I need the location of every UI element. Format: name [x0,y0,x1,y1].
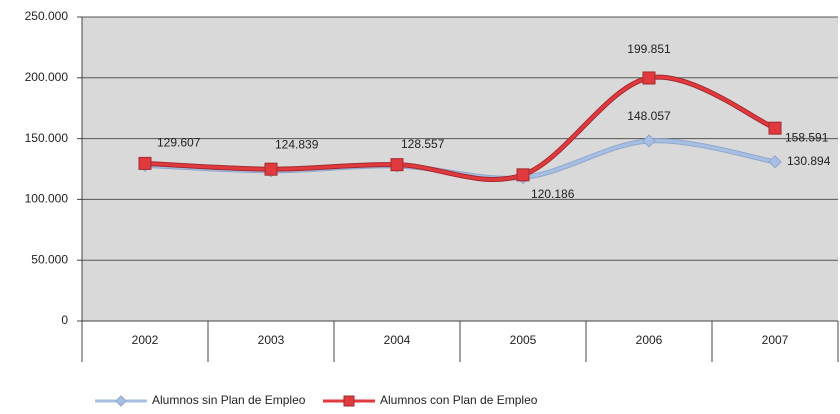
y-tick-label: 250.000 [25,9,69,23]
data-label: 124.839 [275,137,319,151]
data-label: 120.186 [531,187,575,201]
data-label: 130.894 [787,154,831,168]
marker [642,71,656,85]
legend-marker [343,395,355,407]
y-tick-label: 150.000 [25,131,69,145]
series-line [144,75,776,181]
y-tick-label: 50.000 [31,252,68,266]
marker [768,155,782,169]
y-tick-label: 0 [61,313,68,327]
legend-label: Alumnos con Plan de Empleo [380,393,538,407]
data-label: 148.057 [627,109,671,123]
data-label: 199.851 [627,42,671,56]
data-label: 129.607 [157,136,201,150]
y-tick-label: 200.000 [25,70,69,84]
marker [390,158,404,172]
x-tick-label: 2007 [762,333,789,347]
x-tick-label: 2003 [258,333,285,347]
marker [642,134,656,148]
y-tick-label: 100.000 [25,192,69,206]
data-label: 158.591 [785,130,829,144]
legend-label: Alumnos sin Plan de Empleo [152,393,306,407]
x-tick-label: 2006 [636,333,663,347]
data-label: 128.557 [401,137,445,151]
legend-marker [115,395,127,407]
x-tick-label: 2002 [132,333,159,347]
marker [516,168,530,182]
marker [138,156,152,170]
x-tick-label: 2004 [384,333,411,347]
marker [264,162,278,176]
marker [768,121,782,135]
x-tick-label: 2005 [510,333,537,347]
